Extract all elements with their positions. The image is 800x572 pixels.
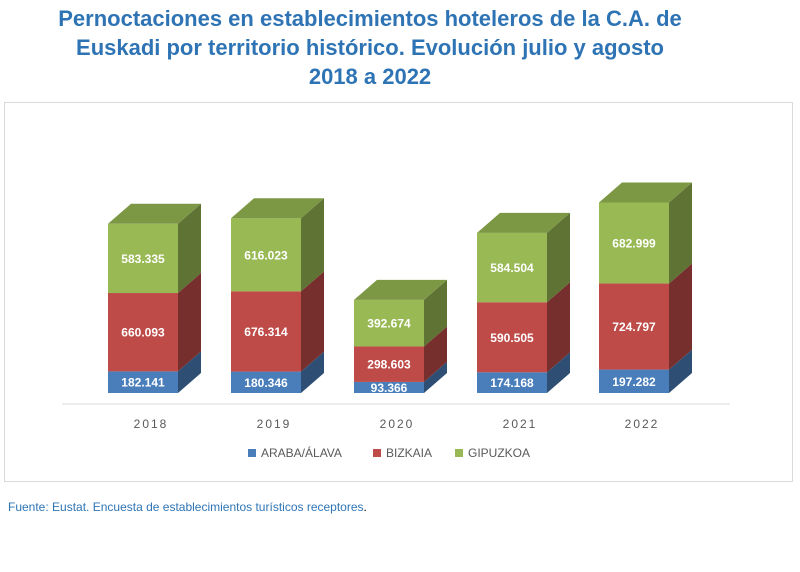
title-line-2: Euskadi por territorio histórico. Evoluc… bbox=[76, 35, 664, 60]
legend-item-bizkaia: BIZKAIA bbox=[373, 446, 432, 460]
data-label-gipuzkoa-2018: 583.335 bbox=[121, 252, 165, 266]
bar-front-araba-2021 bbox=[477, 372, 547, 393]
data-label-araba-2022: 197.282 bbox=[612, 375, 656, 389]
bar-gipuzkoa-2020 bbox=[354, 279, 447, 347]
bar-gipuzkoa-2018 bbox=[108, 203, 201, 294]
bar-side-bizkaia-2021 bbox=[547, 282, 570, 373]
data-label-bizkaia-2022: 724.797 bbox=[612, 320, 656, 334]
bar-front-bizkaia-2020 bbox=[354, 346, 424, 382]
bar-side-araba-2019 bbox=[301, 351, 324, 393]
data-label-gipuzkoa-2020: 392.674 bbox=[367, 317, 411, 331]
title-line-3: 2018 a 2022 bbox=[308, 64, 432, 89]
bar-front-araba-2020 bbox=[354, 381, 424, 393]
bar-side-bizkaia-2018 bbox=[178, 273, 201, 372]
bar-gipuzkoa-2022 bbox=[599, 182, 692, 284]
bar-side-araba-2018 bbox=[178, 351, 201, 393]
data-label-araba-2019: 180.346 bbox=[244, 376, 288, 390]
source-period: . bbox=[363, 500, 367, 514]
data-label-gipuzkoa-2019: 616.023 bbox=[244, 248, 288, 262]
legend-swatch-bizkaia bbox=[373, 449, 381, 457]
bar-front-gipuzkoa-2022 bbox=[599, 202, 669, 284]
data-label-bizkaia-2019: 676.314 bbox=[244, 325, 288, 339]
bar-araba-2022 bbox=[599, 349, 692, 393]
bar-top-gipuzkoa-2020 bbox=[354, 279, 447, 300]
bar-front-araba-2018 bbox=[108, 371, 178, 393]
bar-araba-2018 bbox=[108, 351, 201, 393]
bar-top-gipuzkoa-2022 bbox=[599, 182, 692, 203]
bar-front-gipuzkoa-2021 bbox=[477, 232, 547, 303]
legend-label-bizkaia: BIZKAIA bbox=[386, 446, 432, 460]
bar-front-araba-2022 bbox=[599, 369, 669, 393]
bar-bizkaia-2020 bbox=[354, 326, 447, 382]
bar-bizkaia-2021 bbox=[477, 282, 570, 373]
data-label-bizkaia-2018: 660.093 bbox=[121, 326, 165, 340]
bar-side-gipuzkoa-2018 bbox=[178, 203, 201, 294]
bar-gipuzkoa-2021 bbox=[477, 212, 570, 303]
bar-top-gipuzkoa-2021 bbox=[477, 212, 570, 233]
bar-side-araba-2021 bbox=[547, 352, 570, 393]
bar-side-bizkaia-2022 bbox=[669, 263, 692, 370]
data-label-araba-2018: 182.141 bbox=[121, 376, 165, 390]
bar-bizkaia-2022 bbox=[599, 263, 692, 370]
bar-side-gipuzkoa-2022 bbox=[669, 182, 692, 284]
bar-araba-2021 bbox=[477, 352, 570, 393]
bar-front-bizkaia-2018 bbox=[108, 293, 178, 372]
legend-label-araba: ARABA/ÁLAVA bbox=[261, 445, 342, 460]
bar-bizkaia-2019 bbox=[231, 271, 324, 372]
bar-side-gipuzkoa-2019 bbox=[301, 198, 324, 292]
bar-side-bizkaia-2020 bbox=[424, 326, 447, 382]
bar-side-araba-2022 bbox=[669, 349, 692, 393]
source-text: Fuente: Eustat. Encuesta de establecimie… bbox=[8, 500, 364, 514]
bar-top-gipuzkoa-2019 bbox=[231, 198, 324, 219]
x-tick-2021: 2021 bbox=[503, 417, 538, 431]
bar-front-bizkaia-2022 bbox=[599, 283, 669, 370]
chart-title: Pernoctaciones en establecimientos hotel… bbox=[0, 4, 740, 91]
bar-front-gipuzkoa-2020 bbox=[354, 299, 424, 347]
data-label-bizkaia-2021: 590.505 bbox=[490, 331, 534, 345]
x-tick-2022: 2022 bbox=[625, 417, 660, 431]
bar-front-gipuzkoa-2019 bbox=[231, 218, 301, 292]
data-label-gipuzkoa-2021: 584.504 bbox=[490, 261, 534, 275]
legend-label-gipuzkoa: GIPUZKOA bbox=[468, 446, 530, 460]
bar-front-bizkaia-2021 bbox=[477, 302, 547, 373]
bar-araba-2020 bbox=[354, 361, 447, 393]
bar-front-gipuzkoa-2018 bbox=[108, 223, 178, 294]
data-label-bizkaia-2020: 298.603 bbox=[367, 358, 411, 372]
x-tick-2020: 2020 bbox=[380, 417, 415, 431]
bar-side-araba-2020 bbox=[424, 361, 447, 393]
bar-araba-2019 bbox=[231, 351, 324, 393]
legend-item-araba: ARABA/ÁLAVA bbox=[248, 445, 342, 460]
data-label-araba-2021: 174.168 bbox=[490, 376, 534, 390]
bar-gipuzkoa-2019 bbox=[231, 198, 324, 292]
data-label-araba-2020: 93.366 bbox=[371, 381, 408, 395]
data-label-gipuzkoa-2022: 682.999 bbox=[612, 237, 656, 251]
bar-side-gipuzkoa-2021 bbox=[547, 212, 570, 303]
x-tick-2019: 2019 bbox=[257, 417, 292, 431]
source-note: Fuente: Eustat. Encuesta de establecimie… bbox=[8, 500, 367, 514]
bar-side-gipuzkoa-2020 bbox=[424, 279, 447, 347]
title-line-1: Pernoctaciones en establecimientos hotel… bbox=[58, 6, 682, 31]
bar-front-araba-2019 bbox=[231, 371, 301, 393]
bar-top-gipuzkoa-2018 bbox=[108, 203, 201, 224]
bar-side-bizkaia-2019 bbox=[301, 271, 324, 372]
x-tick-2018: 2018 bbox=[134, 417, 169, 431]
legend-swatch-araba bbox=[248, 449, 256, 457]
bar-bizkaia-2018 bbox=[108, 273, 201, 372]
bar-front-bizkaia-2019 bbox=[231, 291, 301, 372]
legend-swatch-gipuzkoa bbox=[455, 449, 463, 457]
legend-item-gipuzkoa: GIPUZKOA bbox=[455, 446, 530, 460]
